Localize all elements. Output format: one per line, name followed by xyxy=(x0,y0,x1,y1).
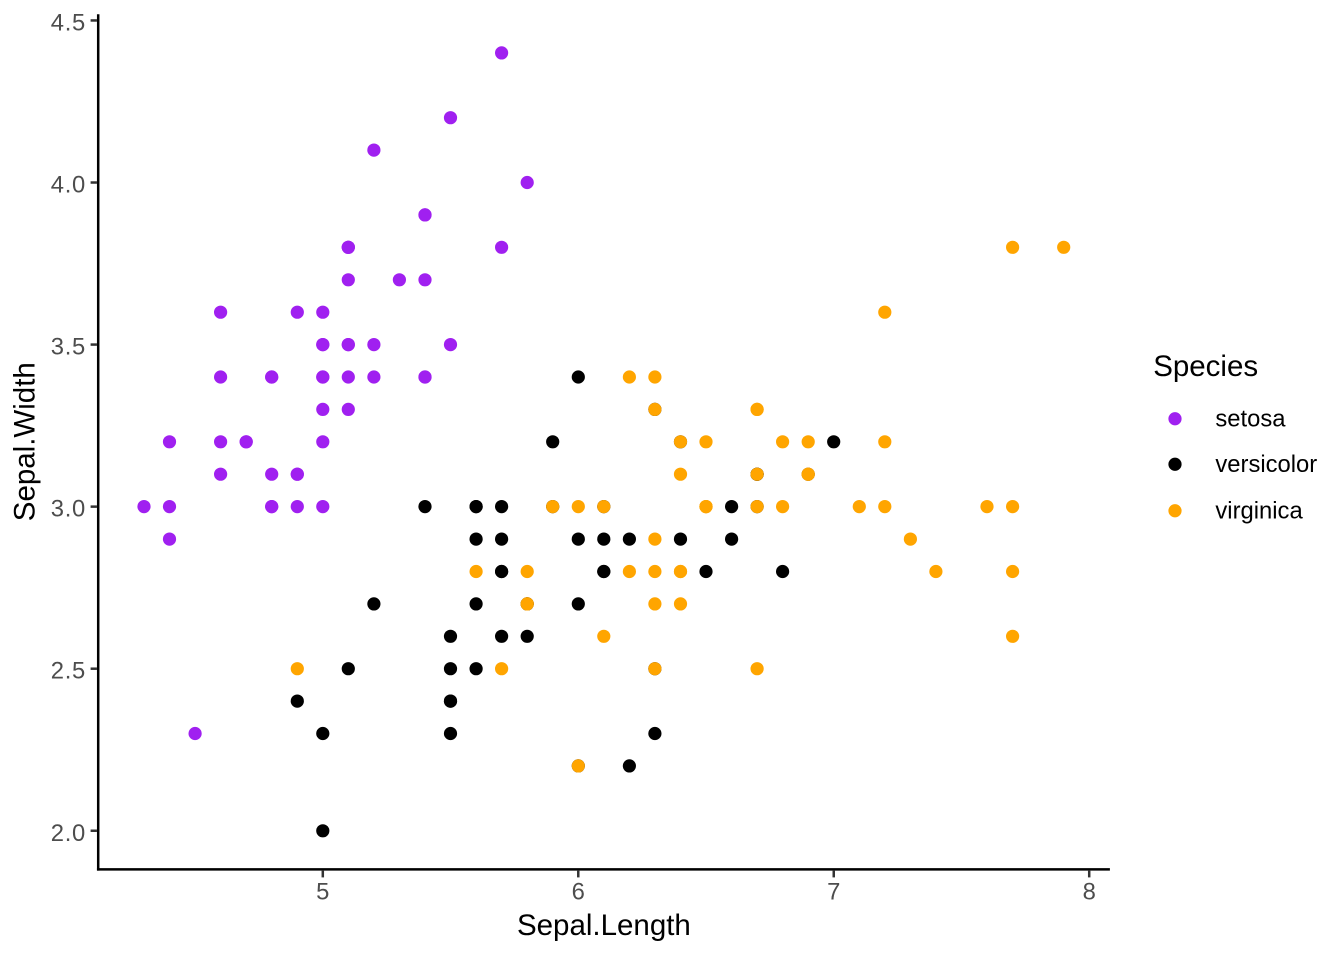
svg-text:7: 7 xyxy=(827,879,840,906)
svg-text:Sepal.Length: Sepal.Length xyxy=(517,909,691,942)
svg-text:8: 8 xyxy=(1083,879,1096,906)
svg-text:4.5: 4.5 xyxy=(51,9,86,36)
svg-text:3.0: 3.0 xyxy=(51,496,86,523)
svg-text:Sepal.Width: Sepal.Width xyxy=(9,362,42,521)
svg-text:3.5: 3.5 xyxy=(51,334,86,361)
svg-text:setosa: setosa xyxy=(1215,406,1286,433)
svg-text:2.5: 2.5 xyxy=(51,658,86,685)
svg-text:5: 5 xyxy=(316,879,329,906)
svg-text:versicolor: versicolor xyxy=(1215,451,1317,478)
svg-text:6: 6 xyxy=(572,879,585,906)
svg-text:Species: Species xyxy=(1153,350,1258,383)
svg-text:virginica: virginica xyxy=(1215,498,1303,525)
svg-text:4.0: 4.0 xyxy=(51,172,86,199)
svg-text:2.0: 2.0 xyxy=(51,820,86,847)
